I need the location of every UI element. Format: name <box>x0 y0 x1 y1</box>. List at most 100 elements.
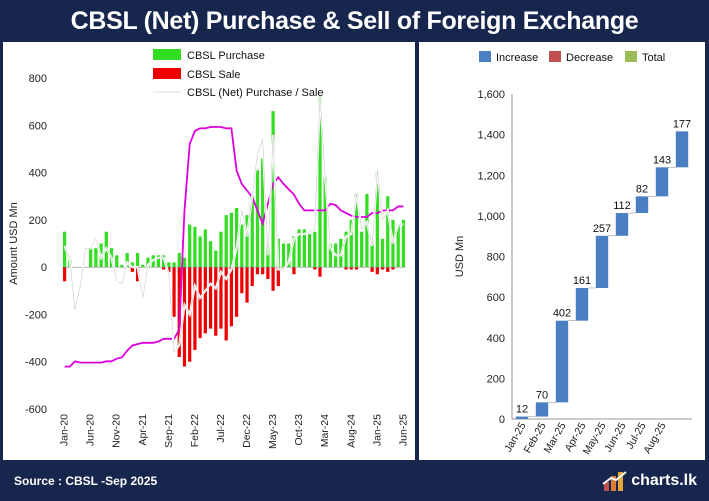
sale-bar <box>240 267 244 294</box>
sale-bar <box>250 267 254 287</box>
data-label: 112 <box>613 200 631 212</box>
y-tick-label: -600 <box>25 404 47 416</box>
sale-bar <box>261 267 265 275</box>
legend-label: Increase <box>496 52 538 64</box>
purchase-bar <box>271 111 275 268</box>
y-tick-label: 600 <box>487 292 505 304</box>
x-tick-label: Dec-22 <box>241 414 253 448</box>
purchase-bar <box>401 219 406 268</box>
purchase-bar <box>115 255 119 268</box>
sale-bar <box>219 267 223 329</box>
purchase-bar <box>360 231 364 268</box>
sale-bar <box>234 267 239 317</box>
purchase-bar <box>292 236 296 268</box>
purchase-bar <box>234 208 239 268</box>
y-tick-label: 1,600 <box>477 89 505 101</box>
purchase-bar <box>62 231 67 268</box>
purchase-bar <box>193 226 197 268</box>
data-label: 161 <box>573 275 591 287</box>
purchase-bar <box>255 170 260 268</box>
purchase-bar <box>354 193 359 268</box>
legend-swatch <box>549 51 561 62</box>
x-tick-label: Jul-22 <box>215 414 227 443</box>
y-tick-label: 1,400 <box>477 130 505 142</box>
data-label: 70 <box>536 389 548 401</box>
title-bar: CBSL (Net) Purchase & Sell of Foreign Ex… <box>0 0 709 42</box>
bar-chart-logo-icon <box>602 471 627 491</box>
legend-label: Total <box>642 52 665 64</box>
exchange-rate-line <box>64 126 404 368</box>
source-note: Source : CBSL -Sep 2025 <box>14 474 158 488</box>
sale-bar <box>375 267 379 275</box>
purchase-bar <box>130 262 134 268</box>
y-axis-title: USD Mn <box>454 236 466 278</box>
sale-bar <box>130 267 134 272</box>
x-tick-label: Mar-24 <box>319 414 331 447</box>
purchase-bar <box>307 234 312 268</box>
legend-label-purchase: CBSL Purchase <box>187 50 265 62</box>
y-tick-label: 0 <box>41 262 47 274</box>
y-tick-label: 200 <box>29 215 47 227</box>
waterfall-bar <box>615 213 629 236</box>
purchase-bar <box>245 215 249 268</box>
purchase-bar <box>120 264 124 268</box>
purchase-bar <box>188 224 192 268</box>
purchase-bar <box>89 248 93 268</box>
sale-bar <box>292 267 296 275</box>
purchase-bar <box>177 252 181 268</box>
purchase-bar <box>214 250 218 268</box>
data-label: 82 <box>636 183 648 195</box>
purchase-bar <box>156 255 161 268</box>
purchase-bar <box>172 262 176 268</box>
x-tick-label: Jan-20 <box>59 414 71 446</box>
right-chart-svg: 1,600 1,400 1,200 1,000 800 600 400 200 0 USD Mn 1… <box>454 51 692 457</box>
legend-swatch <box>625 51 637 62</box>
legend-label-sale: CBSL Sale <box>187 69 240 81</box>
sale-bar <box>198 267 202 339</box>
purchase-bar <box>370 243 374 268</box>
purchase-bar <box>182 257 187 268</box>
purchase-bar <box>344 231 348 268</box>
sale-bar <box>313 267 317 270</box>
data-label: 177 <box>673 118 691 130</box>
x-tick-label: Sep-21 <box>163 414 175 448</box>
purchase-bar <box>375 172 379 268</box>
waterfall-bar <box>595 235 609 288</box>
sale-bar <box>208 267 213 329</box>
sale-bar <box>370 267 374 272</box>
purchase-bar <box>297 229 301 268</box>
chart-title: CBSL (Net) Purchase & Sell of Foreign Ex… <box>70 6 639 35</box>
y-tick-label: 1,000 <box>477 211 505 223</box>
sale-bar <box>162 267 166 270</box>
waterfall-bar <box>655 167 669 197</box>
data-label: 143 <box>653 154 671 166</box>
legend-label: Decrease <box>566 52 613 64</box>
waterfall-bar <box>555 320 569 403</box>
x-tick-label: May-23 <box>267 414 279 449</box>
purchase-bar <box>313 231 317 268</box>
x-tick-label: Aug-24 <box>345 414 357 448</box>
x-tick-label: Feb-22 <box>189 414 201 447</box>
waterfall-bar <box>535 402 549 417</box>
legend-swatch-purchase <box>153 49 181 60</box>
purchase-bar <box>94 248 98 268</box>
sale-bar <box>276 267 280 287</box>
y-tick-label: 400 <box>29 168 47 180</box>
y-tick-label: 200 <box>487 373 505 385</box>
sale-bar <box>182 267 187 367</box>
sale-bar <box>62 267 67 282</box>
legend-swatch-sale <box>153 68 181 79</box>
y-axis-title: Amount USD Mn <box>8 202 20 285</box>
sale-bar <box>380 267 385 270</box>
sale-bar <box>349 267 353 270</box>
left-chart-svg: 8006004002000-200-400-600400350300250200… <box>8 49 437 449</box>
sale-bar <box>203 267 207 334</box>
y-tick-label: -200 <box>25 309 47 321</box>
right-chart-panel: 1,600 1,400 1,200 1,000 800 600 400 200 0 USD Mn 1… <box>419 42 705 460</box>
sale-bar <box>245 267 249 303</box>
y-tick-label: 600 <box>29 120 47 132</box>
data-label: 402 <box>553 308 571 320</box>
y-tick-label: 0 <box>499 414 505 426</box>
y-tick-label: 800 <box>29 73 47 85</box>
